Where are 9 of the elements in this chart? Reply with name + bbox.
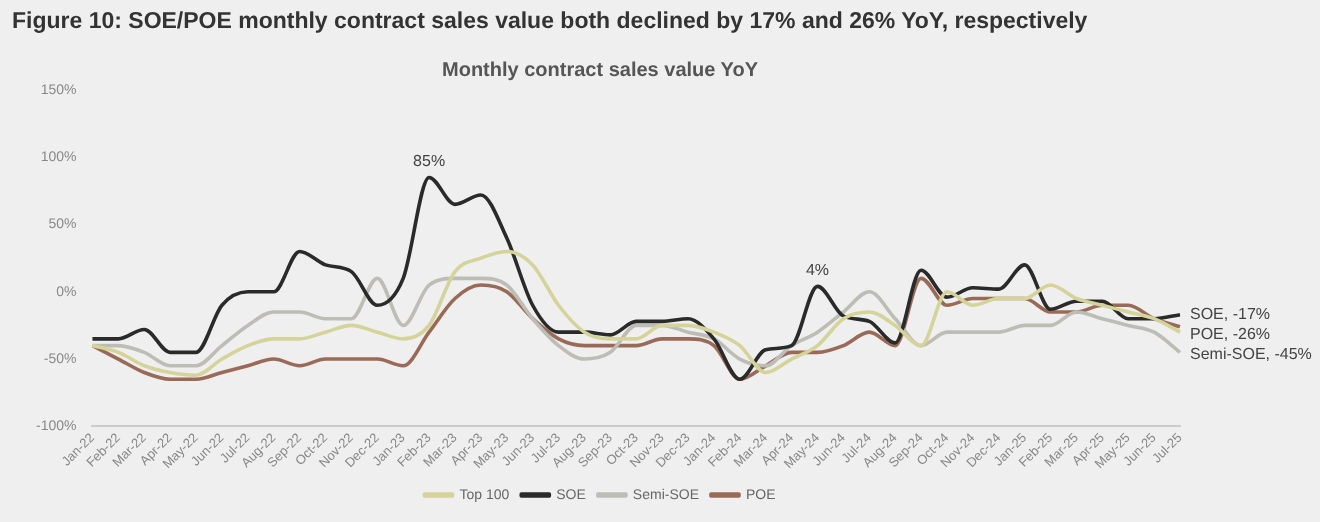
annotation: 85% <box>413 151 446 170</box>
annotation: 4% <box>805 260 830 279</box>
annotation: POE, -26% <box>1190 325 1271 344</box>
chart-subtitle: Monthly contract sales value YoY <box>441 59 759 82</box>
line-series <box>90 249 1182 377</box>
chart-title: Figure 10: SOE/POE monthly contract sales value both declined by 17% and 26% YoY, respectively <box>10 8 1090 38</box>
line-series <box>90 175 1182 382</box>
annotation: SOE, -17% <box>1190 305 1271 324</box>
annotation: Semi-SOE, -45% <box>1190 345 1312 364</box>
